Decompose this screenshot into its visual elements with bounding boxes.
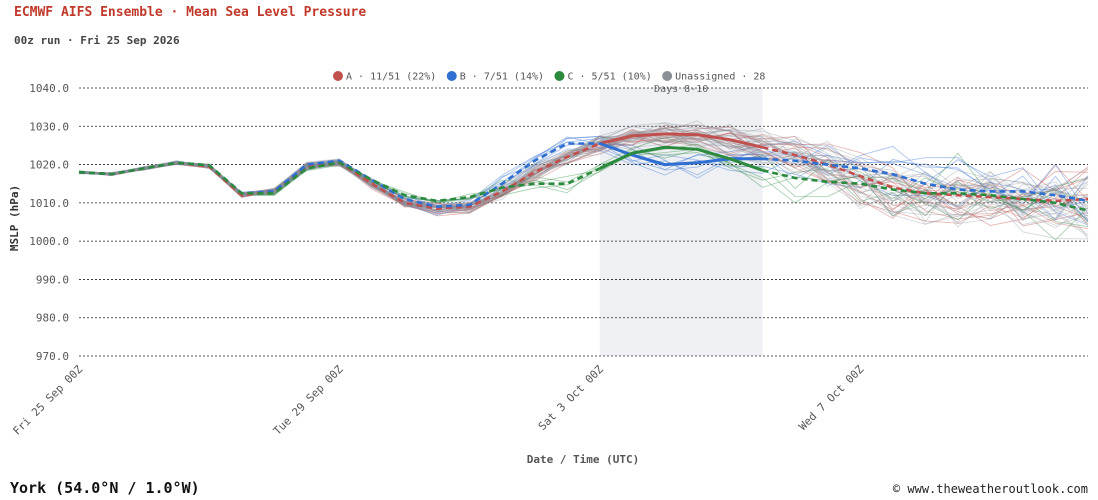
legend-label: Unassigned · 28 <box>675 72 765 83</box>
y-tick-label: 980.0 <box>36 312 69 325</box>
credit-label[interactable]: © www.theweatheroutlook.com <box>892 482 1088 496</box>
cluster-means <box>78 132 1089 212</box>
y-tick-label: 1010.0 <box>29 197 69 210</box>
legend-swatch <box>554 71 565 81</box>
x-axis-label: Date / Time (UTC) <box>527 453 640 466</box>
ensemble-member-line <box>78 141 1089 221</box>
cluster-b-mean-line <box>762 157 1089 203</box>
x-tick-label: Sat 3 Oct 00Z <box>536 363 606 433</box>
cluster-c-mean-line <box>78 161 601 203</box>
cluster-a-mean-line <box>599 132 763 149</box>
cluster-c-mean-line <box>762 169 1089 212</box>
x-axis: Fri 25 Sep 00Z Tue 29 Sep 00Z Sat 3 Oct 00… <box>10 363 866 438</box>
legend-swatch <box>446 71 457 81</box>
ensemble-member-line <box>78 125 1089 240</box>
legend-label: C · 5/51 (10%) <box>567 72 651 83</box>
y-tick-label: 1000.0 <box>29 235 69 248</box>
days-shade-label: Days 8-10 <box>654 84 708 95</box>
legend-swatch <box>333 71 343 81</box>
y-tick-label: 990.0 <box>36 273 69 286</box>
grid <box>79 87 1088 357</box>
y-tick-label: 970.0 <box>36 350 69 363</box>
days-shade-region <box>599 88 763 356</box>
legend-item-unassigned[interactable]: Unassigned · 28 <box>662 71 765 83</box>
ensemble-member-line <box>78 151 1089 228</box>
legend-item-b[interactable]: B · 7/51 (14%) <box>446 71 544 83</box>
cluster-b-mean-line <box>78 142 600 209</box>
chart-title: ECMWF AIFS Ensemble · Mean Sea Level Pre… <box>14 5 367 20</box>
ensemble-member-line <box>78 135 1089 212</box>
legend-swatch <box>662 71 673 81</box>
ensemble-members <box>78 120 1089 241</box>
ensemble-member-line <box>78 148 1089 222</box>
ensemble-member-line <box>78 129 1089 240</box>
legend[interactable]: A · 11/51 (22%) B · 7/51 (14%) C · 5/51 (1… <box>333 71 765 83</box>
ensemble-member-line <box>78 143 1089 241</box>
ensemble-member-line <box>78 129 1089 219</box>
legend-item-c[interactable]: C · 5/51 (10%) <box>554 71 652 83</box>
y-tick-label: 1030.0 <box>29 120 69 133</box>
x-tick-label: Fri 25 Sep 00Z <box>10 363 85 438</box>
location-label: York (54.0°N / 1.0°W) <box>10 479 200 497</box>
x-tick-label: Tue 29 Sep 00Z <box>271 363 346 438</box>
mslp-ensemble-chart: Days 8-10 970.0 980.0 990.0 1000.0 1010.0 102… <box>8 71 1089 466</box>
cluster-c-mean-line <box>599 145 764 172</box>
legend-label: B · 7/51 (14%) <box>460 72 544 83</box>
x-tick-label: Wed 7 Oct 00Z <box>796 363 866 433</box>
y-tick-label: 1020.0 <box>29 159 69 172</box>
y-axis: 970.0 980.0 990.0 1000.0 1010.0 1020.0 1030.0 1… <box>29 82 69 363</box>
legend-item-a[interactable]: A · 11/51 (22%) <box>333 71 436 83</box>
y-tick-label: 1040.0 <box>29 82 69 95</box>
chart-subtitle: 00z run · Fri 25 Sep 2026 <box>14 34 180 47</box>
ensemble-member-line <box>78 132 1089 230</box>
cluster-b-mean-line <box>599 142 763 167</box>
legend-label: A · 11/51 (22%) <box>346 72 436 83</box>
y-axis-label: MSLP (hPa) <box>8 185 21 251</box>
